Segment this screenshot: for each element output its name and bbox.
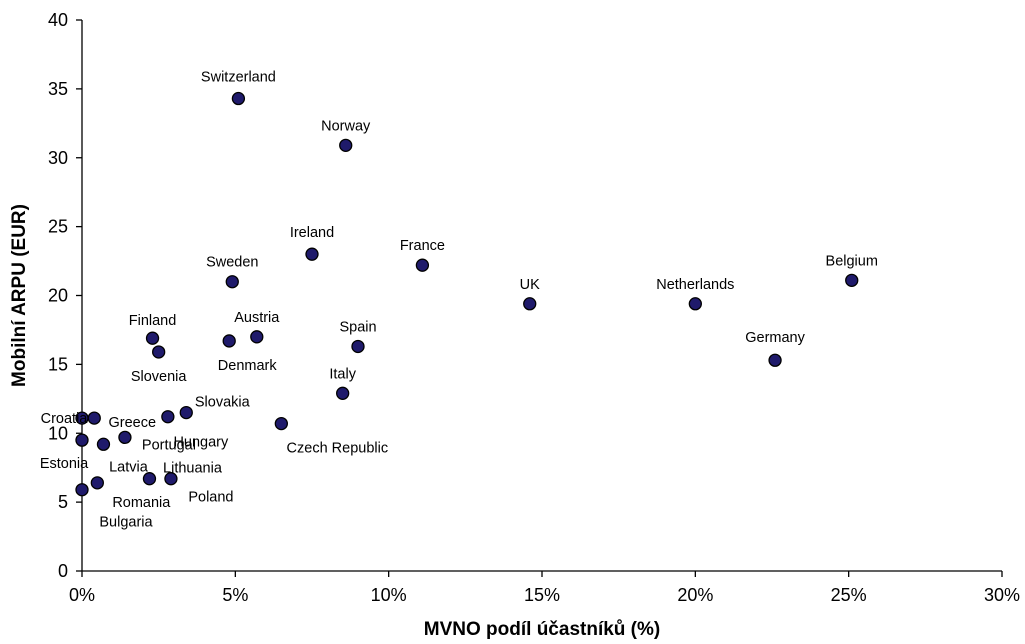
x-tick-label: 15%: [524, 585, 560, 605]
data-label: Croatia: [41, 411, 89, 427]
data-label: Greece: [108, 415, 156, 431]
data-point: [179, 405, 193, 420]
y-axis-title: Mobilní ARPU (EUR): [9, 204, 30, 387]
data-label: Portugal: [142, 437, 196, 453]
y-tick-label: 25: [48, 217, 68, 237]
data-point: [87, 411, 101, 425]
data-label: Slovakia: [195, 395, 251, 411]
y-tick-label: 5: [58, 492, 68, 512]
data-point: [145, 331, 160, 345]
data-label: Austria: [234, 310, 280, 326]
data-label: Romania: [112, 495, 171, 511]
data-point: [688, 297, 702, 311]
y-tick-label: 15: [48, 354, 68, 374]
y-tick-label: 30: [48, 148, 68, 168]
data-point: [164, 472, 178, 486]
data-point: [161, 410, 175, 424]
x-axis-title: MVNO podíl účastníků (%): [424, 619, 660, 640]
y-tick-label: 10: [48, 423, 68, 443]
data-points: [75, 91, 859, 497]
data-point: [225, 275, 239, 289]
data-label: Czech Republic: [287, 441, 389, 457]
data-point: [351, 339, 365, 354]
data-point: [75, 483, 89, 497]
data-point: [274, 416, 288, 431]
x-tick-label: 10%: [371, 585, 407, 605]
data-point: [142, 472, 157, 486]
x-tick-label: 5%: [222, 585, 248, 605]
data-point: [305, 247, 319, 261]
data-point: [75, 411, 89, 425]
data-label: Switzerland: [201, 70, 276, 86]
data-label: Poland: [188, 490, 233, 506]
data-label: Latvia: [109, 459, 149, 475]
data-label: Slovenia: [131, 369, 188, 385]
data-label: Norway: [321, 118, 371, 134]
data-point: [152, 345, 166, 359]
data-point: [222, 334, 236, 348]
data-point: [336, 386, 350, 400]
x-tick-label: 25%: [831, 585, 867, 605]
data-label: Finland: [129, 313, 177, 329]
data-label: Estonia: [40, 456, 89, 472]
data-label: Italy: [329, 366, 356, 382]
data-point: [75, 433, 89, 447]
y-tick-label: 35: [48, 79, 68, 99]
data-point: [768, 353, 782, 367]
data-label: Belgium: [826, 253, 878, 269]
data-label: Lithuania: [163, 461, 223, 477]
data-point: [231, 91, 246, 106]
data-point: [118, 430, 132, 445]
data-label: Ireland: [290, 225, 334, 241]
data-point: [339, 138, 353, 153]
data-point: [90, 476, 104, 490]
y-axis-ticks: 0 5 10 15 20 25 30 35 40: [48, 10, 82, 581]
data-label: Germany: [745, 330, 805, 346]
data-labels: Switzerland Norway Ireland France Belgium Swe…: [40, 70, 878, 531]
data-point: [415, 258, 430, 272]
y-tick-label: 0: [58, 561, 68, 581]
data-label: UK: [520, 277, 540, 293]
data-point: [96, 437, 111, 451]
data-label: Spain: [339, 319, 376, 335]
data-point: [250, 330, 264, 344]
data-label: France: [400, 238, 445, 254]
y-tick-label: 40: [48, 10, 68, 30]
x-tick-label: 20%: [677, 585, 713, 605]
data-label: Sweden: [206, 255, 258, 271]
data-label: Bulgaria: [99, 515, 153, 531]
y-tick-label: 20: [48, 286, 68, 306]
x-tick-label: 30%: [984, 585, 1020, 605]
data-point: [523, 297, 537, 311]
x-tick-label: 0%: [69, 585, 95, 605]
data-label: Hungary: [173, 435, 229, 451]
x-axis-ticks: 0% 5% 10% 15% 20% 25% 30%: [69, 571, 1020, 605]
data-point: [845, 273, 859, 287]
data-label: Denmark: [218, 358, 278, 374]
data-label: Netherlands: [656, 277, 734, 293]
